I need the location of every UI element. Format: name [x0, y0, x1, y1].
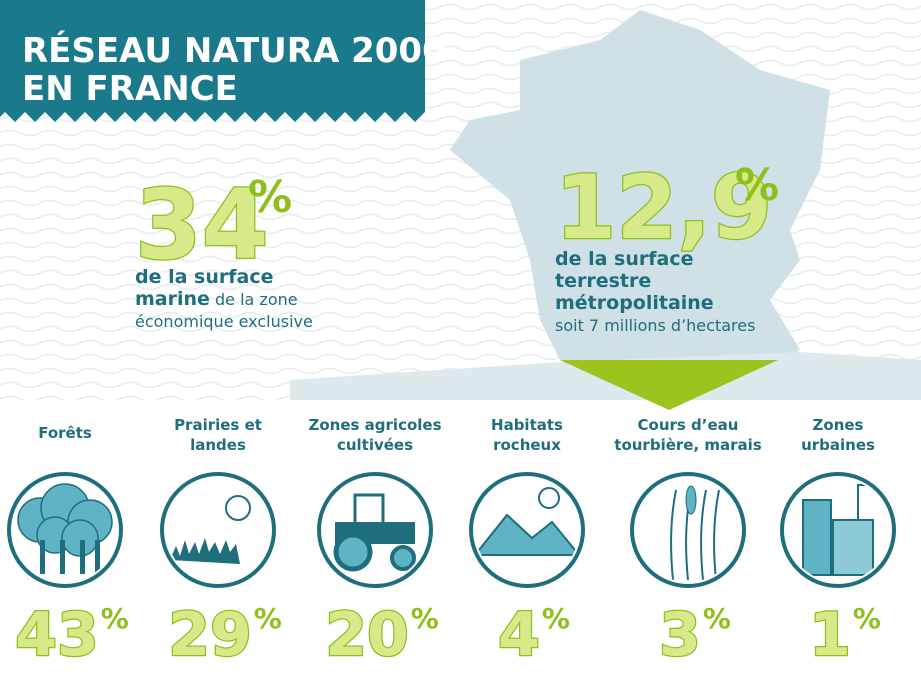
title-line: RÉSEAU NATURA 2000 — [22, 30, 446, 71]
marine-value: 34 — [135, 169, 269, 281]
tree-trunk — [95, 540, 100, 574]
icon-art — [802, 484, 883, 576]
mountains — [475, 513, 579, 556]
marine-text: marine de la zone — [135, 288, 298, 310]
sun — [225, 495, 251, 521]
title-line: EN FRANCE — [22, 69, 238, 109]
reed — [700, 489, 707, 581]
tree-trunk — [80, 540, 85, 574]
arrow — [560, 360, 778, 410]
tree-trunk — [40, 540, 45, 574]
marine-rest: de la zone — [210, 290, 298, 309]
category-value: 3 — [659, 600, 701, 670]
category-icon — [160, 472, 276, 588]
category-unit: % — [101, 602, 129, 635]
category-value: 1 — [809, 600, 851, 670]
category-label: Prairies et — [174, 416, 262, 434]
icon-circle — [160, 472, 276, 588]
land-text: terrestre — [555, 270, 651, 292]
reed-head — [685, 485, 697, 515]
category-icon — [7, 472, 123, 588]
header-banner — [0, 0, 425, 122]
category-unit: % — [853, 602, 881, 635]
category-value: 4 — [498, 600, 540, 670]
category-unit: % — [703, 602, 731, 635]
category-icon — [780, 472, 896, 588]
category-label: rocheux — [493, 436, 561, 454]
category-icon — [630, 472, 746, 588]
category-unit: % — [542, 602, 570, 635]
tree-trunk — [60, 540, 65, 574]
building — [832, 519, 874, 576]
land-text: de la surface — [555, 248, 694, 270]
france-map — [450, 10, 830, 380]
category-unit: % — [254, 602, 282, 635]
marine-text: de la surface — [135, 266, 274, 288]
category-icon — [469, 472, 585, 588]
marine-unit: % — [248, 172, 292, 223]
icon-art — [17, 483, 113, 574]
category-value: 43 — [15, 600, 99, 670]
icon-circle — [469, 472, 585, 588]
wheel — [333, 532, 373, 572]
land-value: 12,9 — [555, 156, 772, 259]
icon-art — [333, 493, 416, 572]
wheel — [390, 545, 416, 571]
category-label: tourbière, marais — [614, 436, 762, 454]
category-label: urbaines — [801, 436, 875, 454]
category-label: cultivées — [337, 436, 413, 454]
category-icon — [317, 472, 433, 588]
grass — [170, 538, 240, 564]
icon-art — [670, 485, 720, 581]
category-label: Forêts — [38, 424, 92, 442]
category-value: 20 — [325, 600, 409, 670]
category-label: Zones — [813, 416, 864, 434]
reed — [670, 489, 677, 581]
category-label: Cours d’eau — [638, 416, 739, 434]
marine-bold: marine — [135, 288, 210, 310]
category-label: Zones agricoles — [308, 416, 441, 434]
icon-art — [475, 487, 579, 556]
reed — [713, 489, 720, 581]
land-unit: % — [735, 160, 779, 211]
category-unit: % — [411, 602, 439, 635]
category-label: landes — [190, 436, 246, 454]
marine-text: économique exclusive — [135, 312, 313, 331]
sun — [538, 487, 560, 509]
category-value: 29 — [168, 600, 252, 670]
land-text: métropolitaine — [555, 292, 714, 314]
category-label: Habitats — [491, 416, 563, 434]
building — [802, 499, 832, 576]
icon-art — [170, 495, 251, 564]
land-text: soit 7 millions d’hectares — [555, 316, 755, 335]
